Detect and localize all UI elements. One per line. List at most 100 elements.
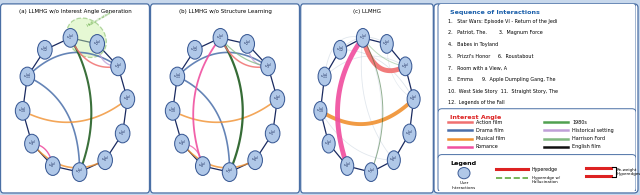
- Circle shape: [240, 35, 255, 53]
- Text: $v_6^{(u)}$: $v_6^{(u)}$: [251, 155, 260, 166]
- Text: $v_6^{(u)}$: $v_6^{(u)}$: [100, 155, 109, 166]
- Text: Musical film: Musical film: [476, 136, 505, 141]
- Circle shape: [20, 67, 35, 86]
- Text: 10.  West Side Story  11.  Straight Story, The: 10. West Side Story 11. Straight Story, …: [448, 89, 558, 94]
- FancyBboxPatch shape: [150, 4, 300, 193]
- Circle shape: [120, 90, 134, 108]
- Text: $v_1^{(u)}$: $v_1^{(u)}$: [358, 33, 367, 43]
- Text: $v_{11}^{(u)}$: $v_{11}^{(u)}$: [23, 71, 32, 82]
- Text: 5.   Prizzi's Honor     6.  Roustabout: 5. Prizzi's Honor 6. Roustabout: [448, 54, 534, 59]
- Text: $v_9^{(u)}$: $v_9^{(u)}$: [324, 138, 333, 149]
- Text: $v_{10}^{(u)}$: $v_{10}^{(u)}$: [316, 105, 324, 116]
- Circle shape: [111, 57, 125, 76]
- Circle shape: [38, 40, 52, 59]
- Text: $v_7^{(u)}$: $v_7^{(u)}$: [75, 167, 84, 177]
- Circle shape: [314, 102, 327, 120]
- Text: 2.   Patriot, The.        3.  Magnum Force: 2. Patriot, The. 3. Magnum Force: [448, 30, 543, 35]
- Text: 1.   Star Wars: Episode VI - Return of the Jedi: 1. Star Wars: Episode VI - Return of the…: [448, 19, 557, 24]
- Circle shape: [248, 151, 262, 169]
- FancyBboxPatch shape: [434, 4, 638, 193]
- Circle shape: [195, 157, 210, 176]
- Circle shape: [407, 90, 420, 108]
- Text: $v_4^{(u)}$: $v_4^{(u)}$: [123, 94, 132, 104]
- Text: User
Interactions: User Interactions: [452, 181, 476, 190]
- Circle shape: [318, 67, 331, 86]
- Text: $v_3^{(u)}$: $v_3^{(u)}$: [264, 61, 273, 72]
- Text: (a) LLMHG w/o Interest Angle Generation: (a) LLMHG w/o Interest Angle Generation: [19, 9, 131, 14]
- Circle shape: [266, 124, 280, 143]
- Circle shape: [387, 151, 401, 169]
- FancyBboxPatch shape: [438, 109, 636, 160]
- Text: $v_5^{(u)}$: $v_5^{(u)}$: [118, 128, 127, 139]
- Text: Re-weight
Hyperedges: Re-weight Hyperedges: [617, 168, 640, 176]
- Text: $v_3^{(u)}$: $v_3^{(u)}$: [401, 61, 410, 72]
- FancyBboxPatch shape: [438, 3, 636, 113]
- Circle shape: [170, 67, 185, 86]
- Text: Legend: Legend: [450, 161, 476, 166]
- Circle shape: [458, 168, 470, 179]
- Text: $v_{10}^{(u)}$: $v_{10}^{(u)}$: [18, 105, 27, 116]
- Text: $v_2^{(u)}$: $v_2^{(u)}$: [243, 39, 252, 49]
- Text: Sequence of Interactions: Sequence of Interactions: [450, 10, 540, 15]
- Text: Action film: Action film: [476, 120, 502, 125]
- Text: English film: English film: [572, 144, 600, 149]
- Text: $v_7^{(u)}$: $v_7^{(u)}$: [225, 167, 234, 177]
- Text: 4.   Babes in Toyland: 4. Babes in Toyland: [448, 42, 499, 47]
- Circle shape: [260, 57, 275, 76]
- Text: (b) LLMHG w/o Structure Learning: (b) LLMHG w/o Structure Learning: [179, 9, 271, 14]
- Text: $v_4^{(u)}$: $v_4^{(u)}$: [409, 94, 418, 104]
- Circle shape: [98, 151, 113, 169]
- Text: $v_6^{(u)}$: $v_6^{(u)}$: [389, 155, 398, 166]
- FancyBboxPatch shape: [301, 4, 433, 193]
- Text: 7.   Room with a View, A: 7. Room with a View, A: [448, 65, 507, 70]
- Circle shape: [188, 40, 202, 59]
- Text: Hallucination: Hallucination: [86, 10, 113, 28]
- Text: $v_5^{(u)}$: $v_5^{(u)}$: [405, 128, 414, 139]
- Text: Harrison Ford: Harrison Ford: [572, 136, 605, 141]
- Circle shape: [175, 134, 189, 153]
- Text: Drama film: Drama film: [476, 128, 504, 133]
- Circle shape: [403, 124, 416, 143]
- Text: $v_{11}^{(u)}$: $v_{11}^{(u)}$: [173, 71, 182, 82]
- Circle shape: [322, 134, 335, 153]
- Text: $v_{11}^{(u)}$: $v_{11}^{(u)}$: [320, 71, 329, 82]
- Circle shape: [399, 57, 412, 76]
- Text: $v_5^{(u)}$: $v_5^{(u)}$: [268, 128, 277, 139]
- Circle shape: [222, 163, 237, 182]
- Text: $v_7^{(u)}$: $v_7^{(u)}$: [367, 167, 376, 177]
- Text: Hyperedge: Hyperedge: [532, 167, 558, 172]
- FancyBboxPatch shape: [438, 155, 636, 192]
- Text: 12.  Legends of the Fall: 12. Legends of the Fall: [448, 100, 504, 105]
- Circle shape: [90, 35, 104, 53]
- Text: $v_{10}^{(u)}$: $v_{10}^{(u)}$: [168, 105, 177, 116]
- Text: $v_4^{(u)}$: $v_4^{(u)}$: [273, 94, 282, 104]
- Text: $v_1^{(u)}$: $v_1^{(u)}$: [216, 33, 225, 43]
- Ellipse shape: [67, 18, 106, 58]
- Text: Historical setting: Historical setting: [572, 128, 614, 133]
- Circle shape: [380, 35, 393, 53]
- Circle shape: [213, 28, 228, 47]
- Text: $v_9^{(u)}$: $v_9^{(u)}$: [28, 138, 36, 149]
- Circle shape: [165, 102, 180, 120]
- Text: $v_{12}^{(u)}$: $v_{12}^{(u)}$: [40, 44, 49, 55]
- Text: $v_1^{(u)}$: $v_1^{(u)}$: [66, 33, 75, 43]
- Text: $v_3^{(u)}$: $v_3^{(u)}$: [114, 61, 122, 72]
- Text: $v_2^{(u)}$: $v_2^{(u)}$: [382, 39, 391, 49]
- Text: $v_8^{(u)}$: $v_8^{(u)}$: [49, 161, 57, 171]
- Circle shape: [356, 28, 369, 47]
- Text: $v_8^{(u)}$: $v_8^{(u)}$: [198, 161, 207, 171]
- Text: 1980s: 1980s: [572, 120, 587, 125]
- Circle shape: [115, 124, 130, 143]
- FancyBboxPatch shape: [1, 4, 150, 193]
- Text: (c) LLMHG: (c) LLMHG: [353, 9, 381, 14]
- Text: $v_{12}^{(u)}$: $v_{12}^{(u)}$: [336, 44, 344, 55]
- Circle shape: [25, 134, 39, 153]
- Circle shape: [15, 102, 30, 120]
- Text: Romance: Romance: [476, 144, 499, 149]
- Text: $v_9^{(u)}$: $v_9^{(u)}$: [177, 138, 186, 149]
- Circle shape: [72, 163, 87, 182]
- Circle shape: [270, 90, 285, 108]
- Circle shape: [45, 157, 60, 176]
- Text: $v_{12}^{(u)}$: $v_{12}^{(u)}$: [191, 44, 199, 55]
- Text: Interest Angle: Interest Angle: [450, 115, 501, 120]
